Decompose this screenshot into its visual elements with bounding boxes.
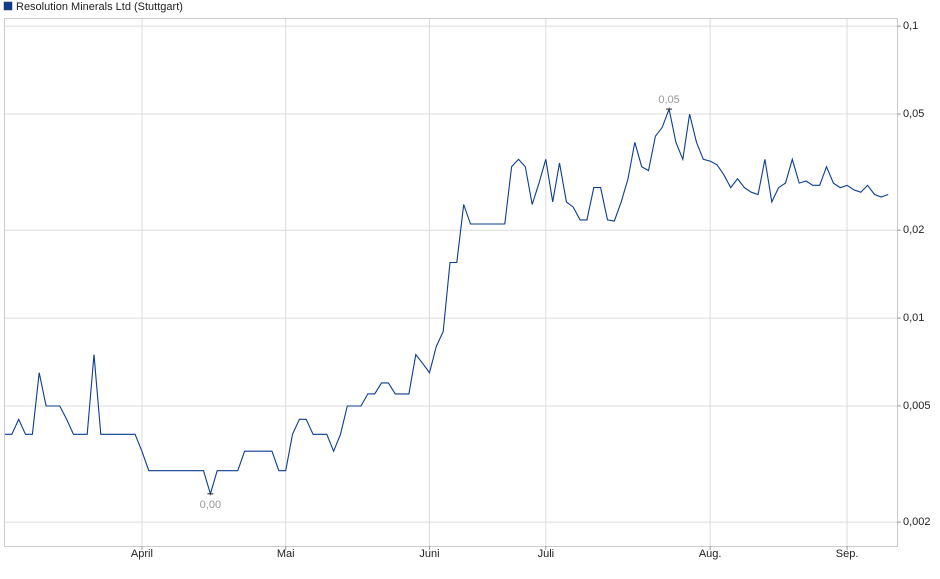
x-tick-label: Mai bbox=[277, 548, 295, 560]
y-tick-label: 0,05 bbox=[903, 108, 924, 120]
plot-frame bbox=[4, 18, 898, 547]
x-tick-label: Juli bbox=[538, 548, 555, 560]
y-tick-label: 0,02 bbox=[903, 224, 924, 236]
x-tick-label: Juni bbox=[419, 548, 439, 560]
legend-label: Resolution Minerals Ltd (Stuttgart) bbox=[16, 1, 183, 13]
y-tick-label: 0,005 bbox=[903, 400, 931, 412]
y-tick-label: 0,002 bbox=[903, 516, 931, 528]
value-label: 0,05 bbox=[658, 94, 679, 106]
y-tick-label: 0,01 bbox=[903, 312, 924, 324]
value-label: 0,00 bbox=[200, 499, 221, 511]
price-line bbox=[5, 107, 889, 496]
x-tick-label: Sep. bbox=[836, 548, 859, 560]
legend-swatch bbox=[3, 1, 13, 11]
y-tick-label: 0,1 bbox=[903, 20, 918, 32]
x-tick-label: Aug. bbox=[699, 548, 722, 560]
x-tick-label: April bbox=[131, 548, 153, 560]
